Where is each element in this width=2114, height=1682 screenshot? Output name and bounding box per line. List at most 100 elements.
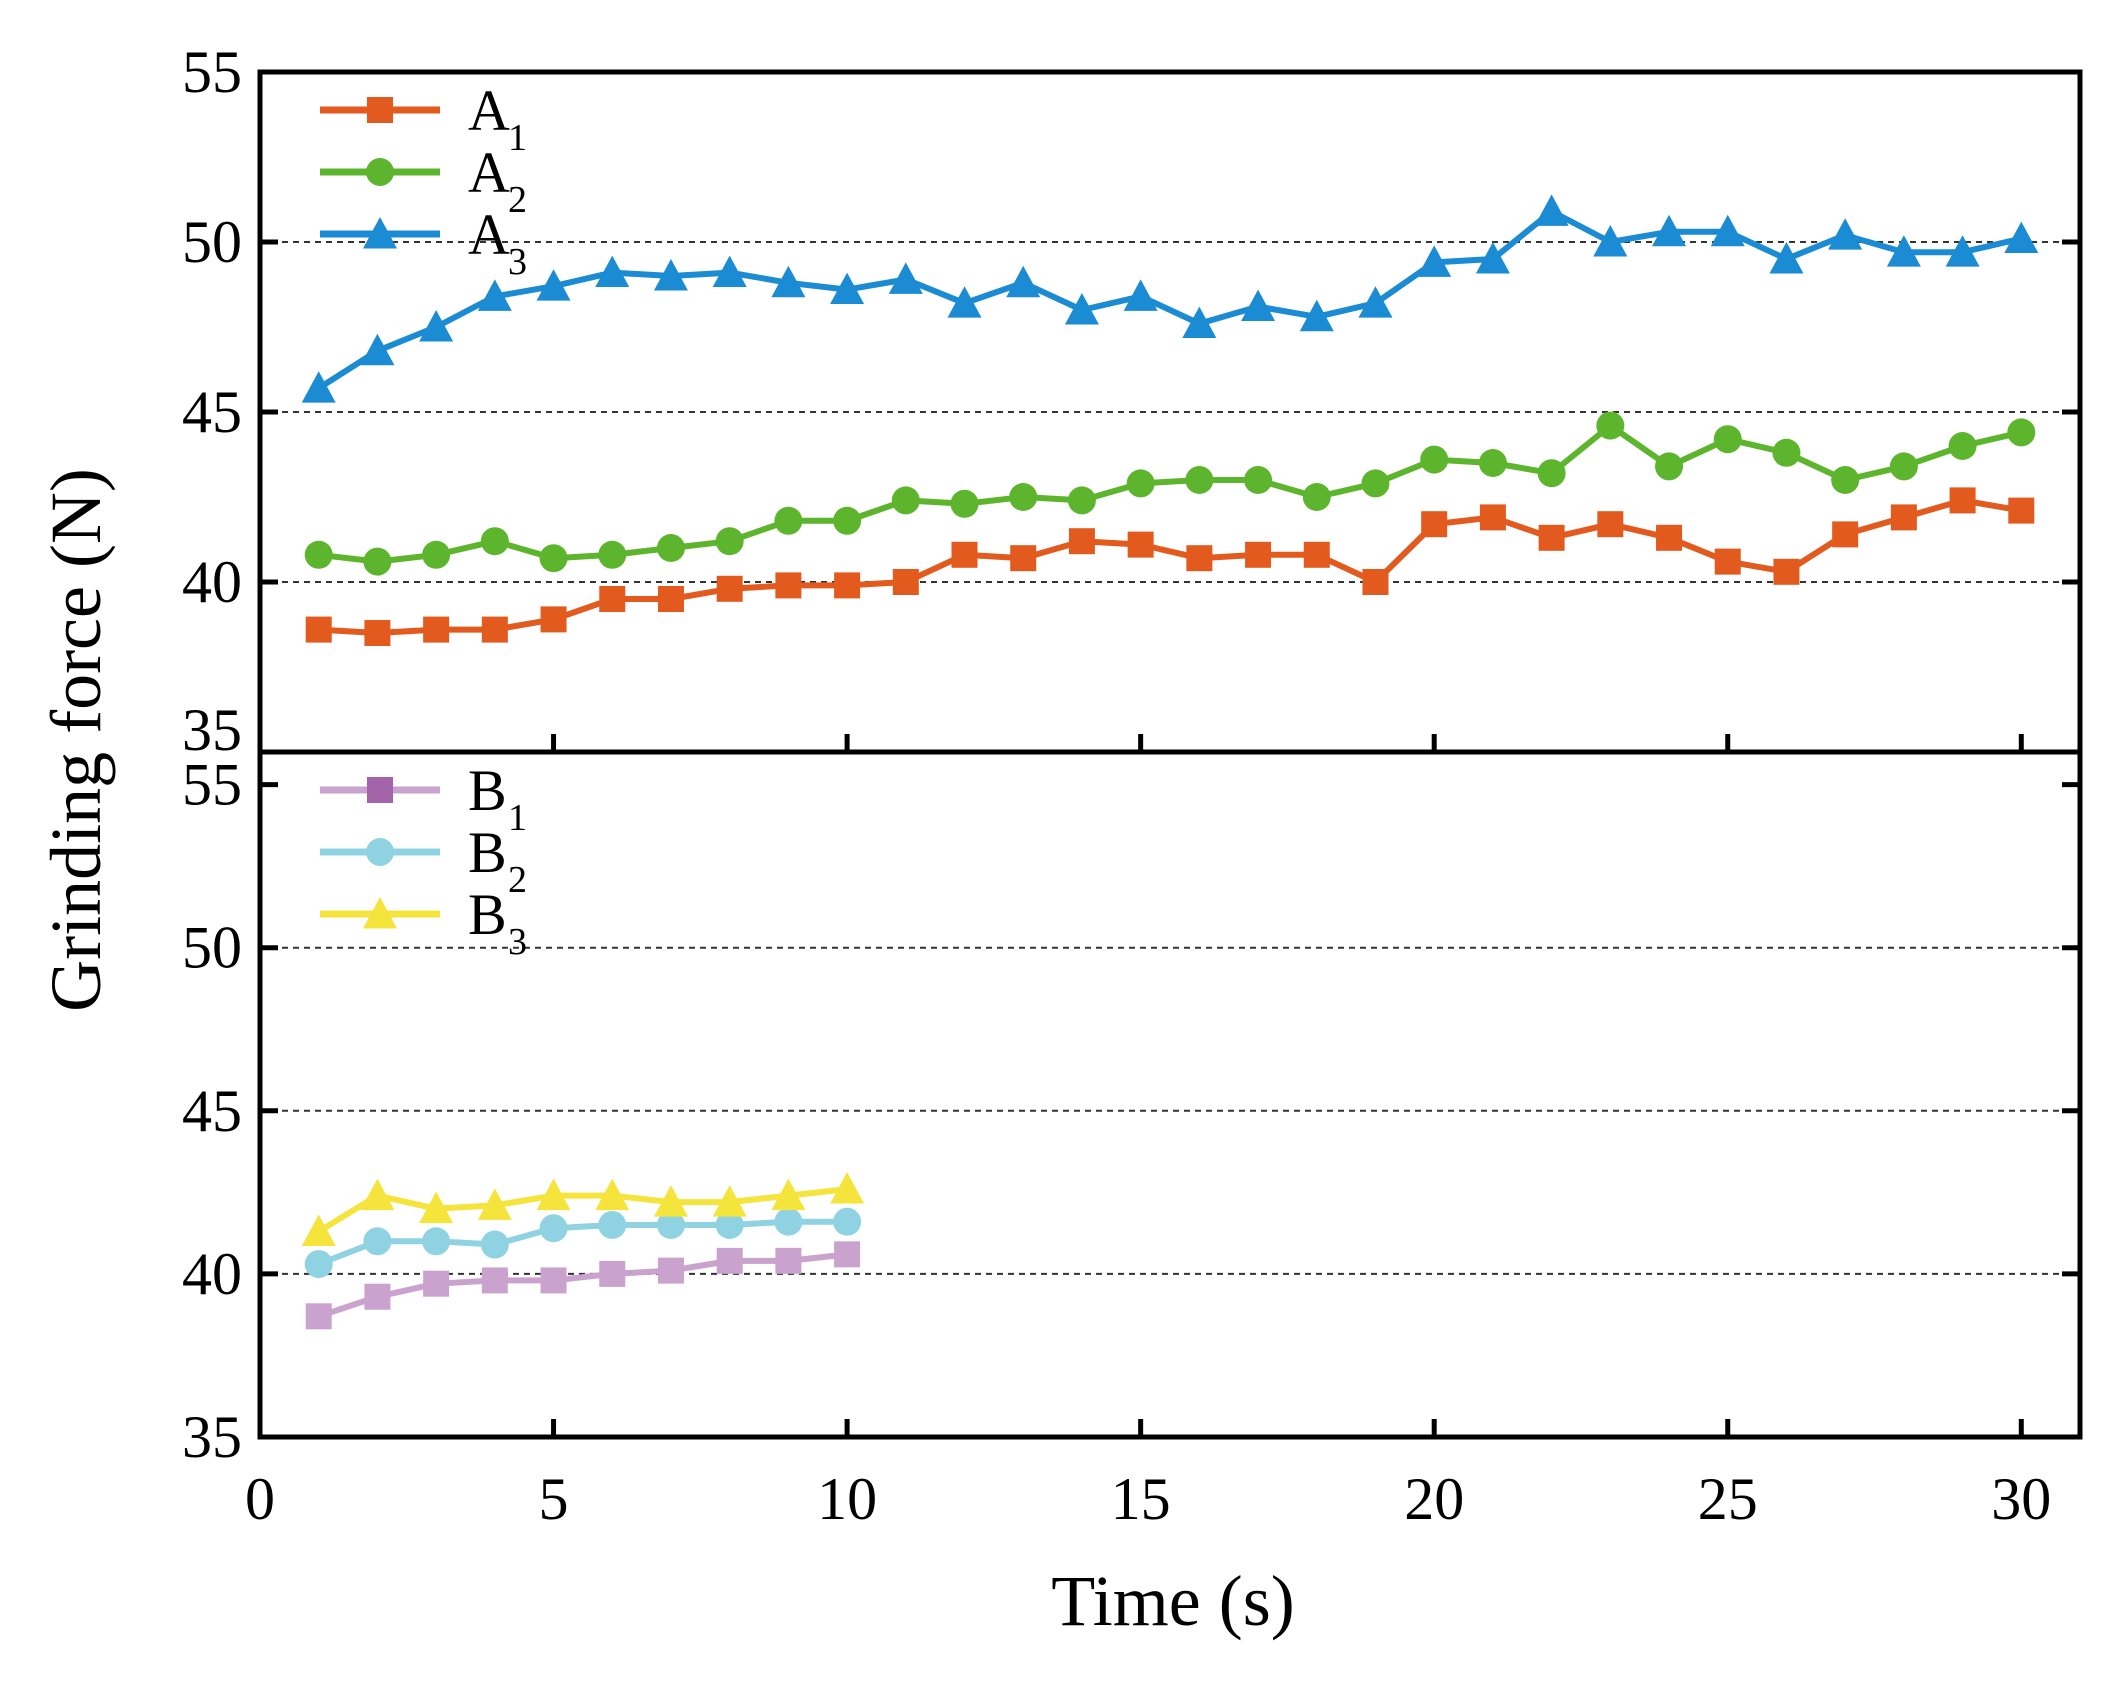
data-point-B3-10 bbox=[830, 1172, 865, 1204]
data-point-A1-13 bbox=[1010, 545, 1037, 572]
legend-entry-A1: A1 bbox=[320, 78, 527, 159]
data-point-A3-18 bbox=[1299, 299, 1334, 332]
data-point-A1-22 bbox=[1538, 524, 1565, 551]
data-point-A2-25 bbox=[1713, 425, 1742, 454]
grid-lines bbox=[260, 241, 2080, 1275]
data-point-A2-30 bbox=[2007, 418, 2036, 447]
data-point-A2-21 bbox=[1478, 449, 1507, 477]
legend-subscript-B2: 2 bbox=[508, 859, 527, 901]
data-point-A3-22 bbox=[1534, 194, 1569, 226]
legend-marker-B3 bbox=[363, 897, 397, 929]
data-point-A3-29 bbox=[1945, 235, 1980, 267]
y-tick-label-bottom-55: 55 bbox=[182, 752, 242, 818]
data-point-A3-10 bbox=[830, 272, 865, 305]
data-point-A1-5 bbox=[540, 606, 567, 633]
legend-label-B3: B bbox=[468, 882, 507, 947]
data-point-A2-24 bbox=[1655, 452, 1684, 481]
data-point-B3-4 bbox=[477, 1188, 512, 1220]
data-point-A2-17 bbox=[1244, 466, 1273, 494]
data-point-A2-12 bbox=[950, 489, 979, 518]
series-line-A2 bbox=[318, 422, 2022, 565]
data-point-A2-10 bbox=[833, 506, 862, 535]
legend-marker-B1 bbox=[367, 777, 393, 803]
series-line-A1 bbox=[318, 497, 2022, 636]
data-point-A3-1 bbox=[301, 371, 336, 403]
x-tick-label-30: 30 bbox=[1991, 1466, 2051, 1532]
data-point-A3-28 bbox=[1886, 235, 1921, 267]
data-point-A2-6 bbox=[598, 540, 627, 569]
data-point-A2-14 bbox=[1067, 486, 1096, 515]
data-point-A1-11 bbox=[892, 569, 919, 595]
data-point-A1-24 bbox=[1656, 524, 1683, 551]
data-point-A1-14 bbox=[1068, 528, 1095, 555]
data-point-B3-2 bbox=[360, 1178, 395, 1211]
data-point-A2-11 bbox=[891, 486, 920, 515]
data-point-A2-26 bbox=[1772, 438, 1801, 467]
data-point-A2-2 bbox=[363, 547, 392, 576]
data-point-A1-15 bbox=[1127, 531, 1154, 558]
legend-subscript-B3: 3 bbox=[508, 921, 527, 963]
data-point-A3-4 bbox=[477, 279, 512, 311]
legend-marker-A2 bbox=[366, 158, 394, 186]
data-point-A2-16 bbox=[1185, 466, 1214, 494]
data-point-A1-17 bbox=[1245, 541, 1272, 568]
data-point-B3-8 bbox=[712, 1185, 747, 1217]
data-point-A1-8 bbox=[716, 575, 743, 602]
series-B3 bbox=[301, 1172, 865, 1246]
y-tick-label-bottom-50: 50 bbox=[182, 915, 242, 981]
y-tick-label-top-45: 45 bbox=[182, 379, 242, 445]
data-point-A3-23 bbox=[1593, 225, 1628, 257]
data-point-A1-26 bbox=[1773, 558, 1800, 585]
data-point-B2-2 bbox=[363, 1227, 392, 1256]
data-point-B1-10 bbox=[834, 1241, 861, 1268]
data-point-A3-14 bbox=[1064, 293, 1099, 325]
data-point-A1-10 bbox=[834, 572, 861, 599]
data-point-A2-15 bbox=[1126, 469, 1155, 498]
y-tick-label-top-55: 55 bbox=[182, 39, 242, 105]
data-point-A3-24 bbox=[1652, 214, 1687, 247]
data-point-A1-7 bbox=[657, 586, 684, 612]
data-point-A3-12 bbox=[947, 286, 982, 318]
x-tick-label-20: 20 bbox=[1404, 1466, 1464, 1532]
y-tick-label-bottom-45: 45 bbox=[182, 1078, 242, 1144]
legend-subscript-B1: 1 bbox=[508, 797, 527, 839]
x-tick-label-15: 15 bbox=[1111, 1466, 1171, 1532]
data-point-A2-28 bbox=[1889, 452, 1918, 481]
legend-label-B1: B bbox=[468, 758, 507, 823]
data-point-A2-22 bbox=[1537, 459, 1566, 488]
data-point-A2-8 bbox=[715, 527, 744, 556]
legend-subscript-A1: 1 bbox=[508, 117, 527, 159]
data-point-B1-9 bbox=[775, 1247, 802, 1274]
data-point-B2-5 bbox=[539, 1214, 568, 1243]
series-A1 bbox=[305, 487, 2035, 646]
data-point-A2-9 bbox=[774, 506, 803, 535]
data-point-A2-27 bbox=[1831, 466, 1860, 494]
data-point-A1-27 bbox=[1832, 521, 1859, 548]
data-point-B3-6 bbox=[595, 1178, 630, 1211]
data-point-A3-20 bbox=[1417, 245, 1452, 277]
x-tick-label-25: 25 bbox=[1698, 1466, 1758, 1532]
data-point-B3-5 bbox=[536, 1178, 571, 1211]
data-point-B1-7 bbox=[657, 1257, 684, 1284]
legend-entry-A3: A3 bbox=[320, 202, 527, 283]
y-axis-title: Grinding force (N) bbox=[36, 468, 116, 1012]
data-point-B1-1 bbox=[305, 1303, 332, 1330]
data-point-B2-4 bbox=[480, 1230, 509, 1259]
data-point-B3-9 bbox=[771, 1178, 806, 1211]
data-point-A3-27 bbox=[1828, 218, 1863, 250]
legend-label-A3: A bbox=[468, 202, 510, 267]
data-point-B1-8 bbox=[716, 1247, 743, 1274]
data-point-A2-4 bbox=[480, 527, 509, 556]
y-tick-label-bottom-40: 40 bbox=[182, 1241, 242, 1307]
data-point-A1-20 bbox=[1421, 511, 1448, 538]
data-point-A3-3 bbox=[419, 310, 454, 342]
data-point-A2-5 bbox=[539, 544, 568, 573]
data-point-A1-6 bbox=[599, 586, 626, 612]
x-axis-title: Time (s) bbox=[1051, 1561, 1294, 1641]
data-point-A2-1 bbox=[304, 540, 333, 569]
data-point-A1-12 bbox=[951, 541, 978, 568]
